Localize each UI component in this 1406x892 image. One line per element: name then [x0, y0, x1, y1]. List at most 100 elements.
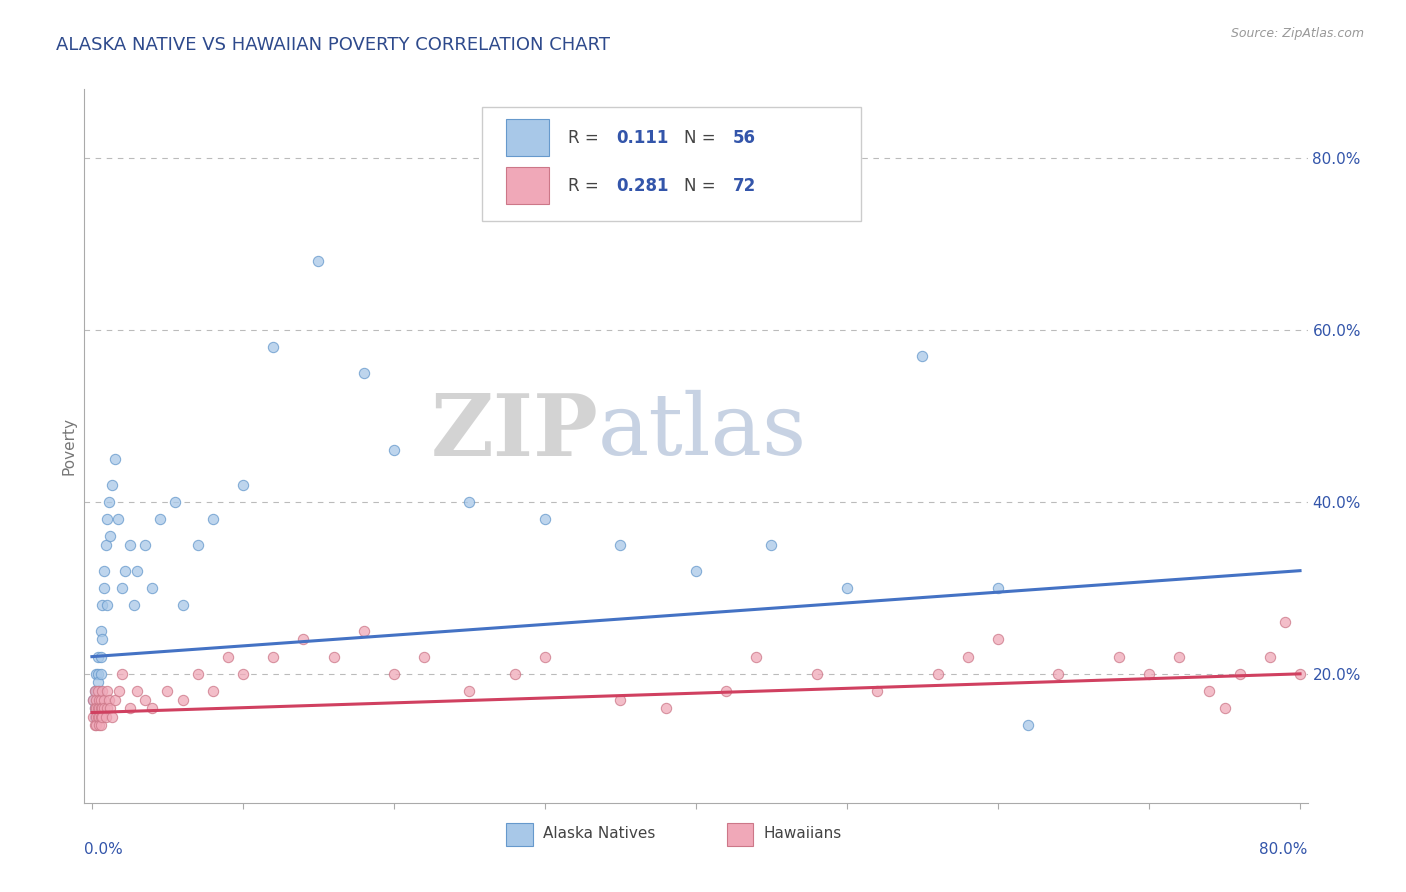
Point — [90, 624, 112, 638]
Text: 0.0%: 0.0% — [84, 842, 124, 857]
Point — [89, 710, 111, 724]
Point — [911, 349, 934, 363]
Y-axis label: Poverty: Poverty — [60, 417, 76, 475]
Text: Hawaiians: Hawaiians — [763, 826, 842, 841]
Point — [382, 666, 405, 681]
Point — [382, 443, 405, 458]
Point — [84, 701, 107, 715]
Point — [100, 477, 122, 491]
Point — [89, 718, 111, 732]
Point — [90, 649, 112, 664]
Text: 0.111: 0.111 — [616, 128, 669, 146]
Point — [82, 692, 104, 706]
Point — [94, 538, 117, 552]
Point — [97, 495, 120, 509]
Point — [163, 495, 186, 509]
Point — [111, 581, 134, 595]
Point — [534, 649, 557, 664]
Point — [1017, 718, 1039, 732]
Point — [134, 538, 156, 552]
Point — [93, 701, 115, 715]
Point — [806, 666, 828, 681]
Point — [307, 254, 329, 268]
Point — [84, 684, 107, 698]
FancyBboxPatch shape — [482, 107, 860, 221]
Point — [94, 710, 117, 724]
Point — [84, 710, 107, 724]
Point — [141, 581, 163, 595]
Point — [987, 581, 1010, 595]
Point — [714, 684, 737, 698]
Text: 72: 72 — [733, 177, 756, 194]
Point — [86, 666, 108, 681]
Point — [609, 692, 631, 706]
Point — [835, 581, 858, 595]
Point — [413, 649, 436, 664]
Point — [232, 666, 254, 681]
FancyBboxPatch shape — [727, 822, 754, 846]
Point — [134, 692, 156, 706]
Point — [172, 598, 194, 612]
Point — [201, 512, 224, 526]
Point — [96, 701, 118, 715]
Point — [86, 718, 108, 732]
Point — [201, 684, 224, 698]
Point — [353, 624, 375, 638]
Point — [100, 710, 122, 724]
Point — [1108, 649, 1130, 664]
Point — [96, 684, 118, 698]
Point — [89, 701, 111, 715]
Text: Alaska Natives: Alaska Natives — [543, 826, 655, 841]
Point — [609, 538, 631, 552]
Text: R =: R = — [568, 177, 603, 194]
Point — [761, 538, 783, 552]
Point — [103, 692, 125, 706]
Point — [87, 684, 110, 698]
Point — [82, 710, 104, 724]
Point — [96, 598, 118, 612]
Point — [458, 495, 481, 509]
Text: atlas: atlas — [598, 390, 807, 474]
Point — [127, 684, 149, 698]
Point — [353, 366, 375, 380]
Point — [866, 684, 889, 698]
Point — [93, 581, 115, 595]
Point — [90, 710, 112, 724]
Point — [1274, 615, 1296, 630]
Point — [98, 701, 121, 715]
Point — [156, 684, 179, 698]
Point — [86, 692, 108, 706]
Point — [187, 538, 209, 552]
Point — [1137, 666, 1160, 681]
Point — [86, 701, 108, 715]
Point — [98, 529, 121, 543]
Point — [93, 692, 115, 706]
Point — [141, 701, 163, 715]
Point — [217, 649, 239, 664]
Text: 0.281: 0.281 — [616, 177, 669, 194]
FancyBboxPatch shape — [506, 167, 550, 204]
Text: 56: 56 — [733, 128, 755, 146]
Point — [262, 340, 284, 354]
FancyBboxPatch shape — [506, 120, 550, 156]
Point — [84, 701, 107, 715]
Text: ZIP: ZIP — [430, 390, 598, 474]
Point — [103, 451, 125, 466]
FancyBboxPatch shape — [506, 822, 533, 846]
Point — [1198, 684, 1220, 698]
Point — [87, 649, 110, 664]
Point — [127, 564, 149, 578]
Point — [89, 692, 111, 706]
Point — [927, 666, 949, 681]
Point — [91, 701, 114, 715]
Point — [84, 684, 107, 698]
Point — [118, 538, 141, 552]
Point — [91, 598, 114, 612]
Point — [1289, 666, 1312, 681]
Point — [89, 710, 111, 724]
Point — [987, 632, 1010, 647]
Point — [84, 718, 107, 732]
Text: N =: N = — [683, 128, 721, 146]
Point — [86, 710, 108, 724]
Point — [292, 632, 315, 647]
